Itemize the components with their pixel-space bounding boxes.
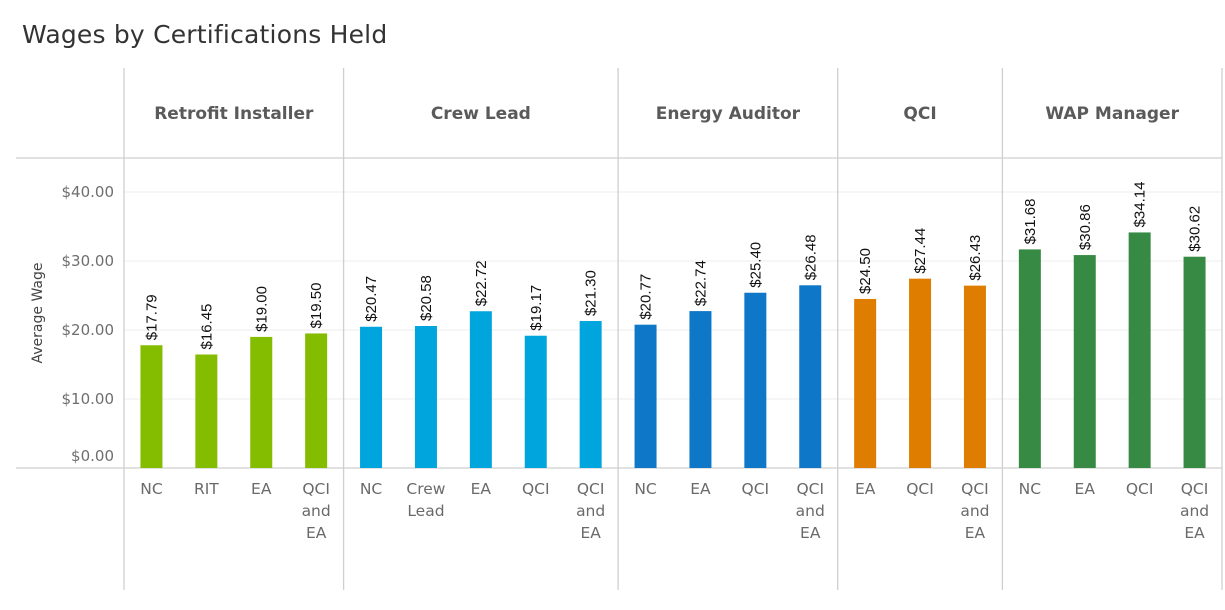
y-tick-label: $30.00 bbox=[62, 252, 115, 270]
bar bbox=[1183, 256, 1206, 468]
data-label: $30.86 bbox=[1077, 204, 1094, 250]
x-tick-label: NC bbox=[1019, 480, 1041, 498]
bar bbox=[799, 285, 822, 468]
bar bbox=[305, 333, 328, 468]
x-tick-label: and bbox=[796, 502, 825, 520]
bar bbox=[1018, 249, 1041, 468]
chart-title: Wages by Certifications Held bbox=[22, 20, 388, 49]
panel-header: WAP Manager bbox=[1045, 104, 1179, 124]
x-tick-label: QCI bbox=[742, 480, 770, 498]
panel-header: Energy Auditor bbox=[656, 104, 801, 124]
data-label: $26.43 bbox=[967, 235, 984, 281]
x-tick-label: QCI bbox=[796, 480, 824, 498]
data-label: $16.45 bbox=[198, 304, 215, 350]
x-tick-label: EA bbox=[965, 524, 986, 542]
bars bbox=[140, 232, 1206, 468]
data-label: $19.50 bbox=[308, 283, 325, 329]
bar bbox=[744, 292, 767, 468]
data-label: $30.62 bbox=[1187, 206, 1204, 252]
panel-headers: Retrofit Installer Crew Lead Energy Audito… bbox=[154, 104, 1179, 124]
x-tick-label: and bbox=[1180, 502, 1209, 520]
bar bbox=[1128, 232, 1151, 468]
x-tick-label: QCI bbox=[1126, 480, 1154, 498]
y-tick-label: $40.00 bbox=[62, 183, 115, 201]
y-tick-label: $20.00 bbox=[62, 321, 115, 339]
bar bbox=[469, 311, 492, 468]
data-label: $20.47 bbox=[363, 276, 380, 322]
x-tick-label: EA bbox=[800, 524, 821, 542]
data-label: $20.58 bbox=[418, 275, 435, 321]
y-tick-label: $0.00 bbox=[71, 447, 114, 465]
data-label: $20.77 bbox=[638, 274, 655, 320]
bar bbox=[634, 324, 657, 468]
gridlines bbox=[124, 191, 1222, 400]
panel-header: QCI bbox=[903, 104, 936, 124]
x-tick-label: Lead bbox=[407, 502, 444, 520]
panel-header: Retrofit Installer bbox=[154, 104, 314, 124]
data-label: $17.79 bbox=[143, 294, 160, 340]
bar bbox=[360, 326, 383, 468]
bar bbox=[414, 325, 437, 468]
x-tick-label: and bbox=[302, 502, 331, 520]
panel-header: Crew Lead bbox=[431, 104, 531, 124]
x-tick-label: EA bbox=[580, 524, 601, 542]
x-tick-label: QCI bbox=[577, 480, 605, 498]
data-label: $25.40 bbox=[747, 242, 764, 288]
x-tick-label: and bbox=[960, 502, 989, 520]
x-tick-label: and bbox=[576, 502, 605, 520]
x-tick-label: EA bbox=[251, 480, 272, 498]
y-axis-label: Average Wage bbox=[30, 263, 46, 364]
x-tick-label: QCI bbox=[961, 480, 989, 498]
data-label: $19.00 bbox=[253, 286, 270, 332]
data-label: $22.72 bbox=[473, 260, 490, 306]
x-tick-label: QCI bbox=[1181, 480, 1209, 498]
bar bbox=[1073, 255, 1096, 468]
x-tick-label: EA bbox=[1075, 480, 1096, 498]
x-tick-label: EA bbox=[1184, 524, 1205, 542]
bar bbox=[250, 336, 273, 468]
x-tick-label: Crew bbox=[406, 480, 445, 498]
bar bbox=[140, 345, 163, 468]
bar bbox=[579, 321, 602, 468]
data-label: $19.17 bbox=[528, 285, 545, 331]
y-tick-label: $10.00 bbox=[62, 390, 115, 408]
bar bbox=[909, 278, 932, 468]
x-tick-label: QCI bbox=[522, 480, 550, 498]
data-label: $24.50 bbox=[857, 248, 874, 294]
x-tick-label: QCI bbox=[302, 480, 330, 498]
data-labels: $17.79 $16.45 $19.00 $19.50 $20.47 $20.58 $22.… bbox=[143, 182, 1203, 350]
data-label: $27.44 bbox=[912, 228, 929, 274]
bar bbox=[689, 311, 712, 468]
data-label: $34.14 bbox=[1132, 182, 1149, 228]
bar bbox=[854, 298, 877, 468]
x-tick-label: NC bbox=[140, 480, 162, 498]
data-label: $22.74 bbox=[692, 260, 709, 306]
x-axis: NC RIT EA QCI and EA NC Crew Lead EA QCI QCI and EA NC… bbox=[140, 480, 1209, 542]
x-tick-label: NC bbox=[360, 480, 382, 498]
x-tick-label: EA bbox=[471, 480, 492, 498]
x-tick-label: QCI bbox=[906, 480, 934, 498]
data-label: $31.68 bbox=[1022, 199, 1039, 245]
x-tick-label: EA bbox=[855, 480, 876, 498]
x-tick-label: EA bbox=[306, 524, 327, 542]
x-tick-label: EA bbox=[690, 480, 711, 498]
panel-frame bbox=[16, 68, 1223, 590]
y-axis: Average Wage $0.00 $10.00 $20.00 $30.00 $40.… bbox=[30, 183, 114, 465]
data-label: $26.48 bbox=[802, 234, 819, 280]
x-tick-label: RIT bbox=[194, 480, 219, 498]
bar bbox=[524, 335, 547, 468]
bar bbox=[963, 285, 986, 468]
bar bbox=[195, 354, 218, 468]
x-tick-label: NC bbox=[634, 480, 656, 498]
data-label: $21.30 bbox=[583, 270, 600, 316]
